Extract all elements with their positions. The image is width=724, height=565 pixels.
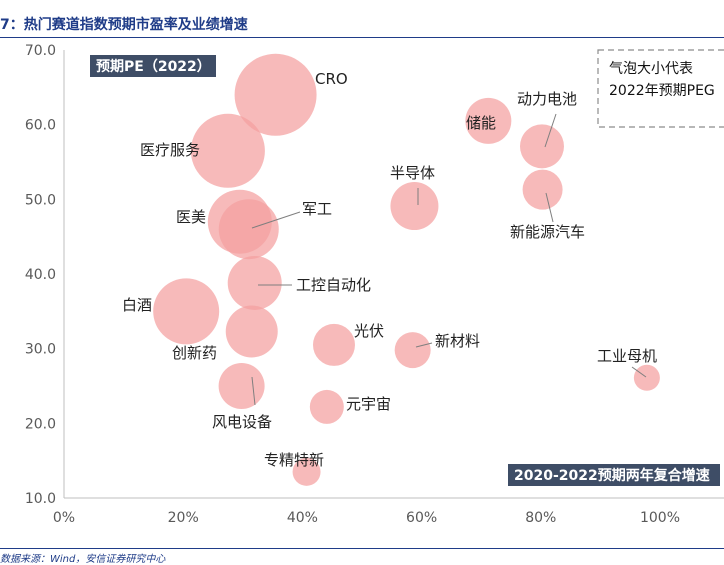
x-axis-title: 2020-2022预期两年复合增速 <box>514 467 710 484</box>
x-axis-title-box: 2020-2022预期两年复合增速 <box>508 464 720 486</box>
bubble-半导体 <box>390 182 439 231</box>
label-风电设备: 风电设备 <box>212 413 272 431</box>
leader-工业母机 <box>631 366 647 378</box>
footer-rule <box>0 548 724 549</box>
bubble-创新药 <box>225 305 278 358</box>
x-tick-labels: 0% 20% 40% 60% 80% 100% <box>53 510 680 526</box>
bubble-chart: 10.0 20.0 30.0 40.0 50.0 60.0 70.0 0% 20% 40% 60%… <box>25 43 724 526</box>
y-tick-label: 30.0 <box>25 342 56 358</box>
axes <box>63 50 724 499</box>
x-tick-label: 40% <box>287 510 318 526</box>
size-legend: 气泡大小代表 2022年预期PEG <box>597 49 724 128</box>
label-创新药: 创新药 <box>172 344 217 362</box>
label-光伏: 光伏 <box>354 322 384 340</box>
y-tick-label: 10.0 <box>25 491 56 507</box>
label-医疗服务: 医疗服务 <box>140 141 200 159</box>
bubble-储能 <box>465 97 512 144</box>
label-元宇宙: 元宇宙 <box>346 395 391 413</box>
bubble-新材料 <box>394 332 431 369</box>
bubble-专精特新 <box>292 457 321 486</box>
y-tick-label: 70.0 <box>25 43 56 59</box>
y-axis-title-box: 预期PE（2022） <box>90 55 216 77</box>
y-tick-labels: 10.0 20.0 30.0 40.0 50.0 60.0 70.0 <box>25 43 56 507</box>
label-储能: 储能 <box>466 114 496 132</box>
label-工业母机: 工业母机 <box>597 347 657 365</box>
legend-line-1: 气泡大小代表 <box>609 61 693 77</box>
y-tick-label: 20.0 <box>25 416 56 432</box>
label-新能源汽车: 新能源汽车 <box>510 223 585 241</box>
leader-新能源汽车 <box>545 192 554 223</box>
label-工控自动化: 工控自动化 <box>296 276 371 294</box>
bubble-动力电池 <box>519 124 564 169</box>
bubble-光伏 <box>312 323 355 366</box>
bubble-风电设备 <box>218 363 265 409</box>
leader-动力电池 <box>544 113 557 148</box>
y-tick-label: 50.0 <box>25 192 56 208</box>
y-tick-label: 40.0 <box>25 267 56 283</box>
x-tick-label: 20% <box>168 510 199 526</box>
label-军工: 军工 <box>302 200 332 218</box>
legend-line-2: 2022年预期PEG <box>609 83 715 99</box>
label-白酒: 白酒 <box>122 296 152 314</box>
bubble-元宇宙 <box>309 389 344 424</box>
title-rule <box>0 37 724 38</box>
bubble-军工 <box>218 199 279 260</box>
x-tick-label: 0% <box>53 510 75 526</box>
x-tick-label: 60% <box>406 510 437 526</box>
leader-新材料 <box>415 342 433 348</box>
label-专精特新: 专精特新 <box>264 451 324 469</box>
bubble-CRO <box>234 53 317 136</box>
label-动力电池: 动力电池 <box>517 90 577 108</box>
y-axis-title: 预期PE（2022） <box>96 59 211 75</box>
bubbles <box>153 53 660 486</box>
bubble-白酒 <box>153 278 220 345</box>
x-tick-label: 80% <box>525 510 556 526</box>
bubble-医疗服务 <box>190 113 265 188</box>
label-新材料: 新材料 <box>435 332 480 350</box>
bubble-工业母机 <box>633 364 660 391</box>
label-医美: 医美 <box>176 208 206 226</box>
label-CRO: CRO <box>315 70 348 88</box>
source-note: 数据来源：Wind，安信证券研究中心 <box>0 554 166 565</box>
bubble-新能源汽车 <box>522 169 563 210</box>
leader-风电设备 <box>251 376 256 406</box>
x-tick-label: 100% <box>640 510 680 526</box>
label-半导体: 半导体 <box>390 164 435 182</box>
figure-title: 7：热门赛道指数预期市盈率及业绩增速 <box>0 17 248 33</box>
bubble-工控自动化 <box>227 255 282 310</box>
y-tick-label: 60.0 <box>25 118 56 134</box>
leader-军工 <box>251 211 301 229</box>
leader-lines <box>251 113 647 406</box>
